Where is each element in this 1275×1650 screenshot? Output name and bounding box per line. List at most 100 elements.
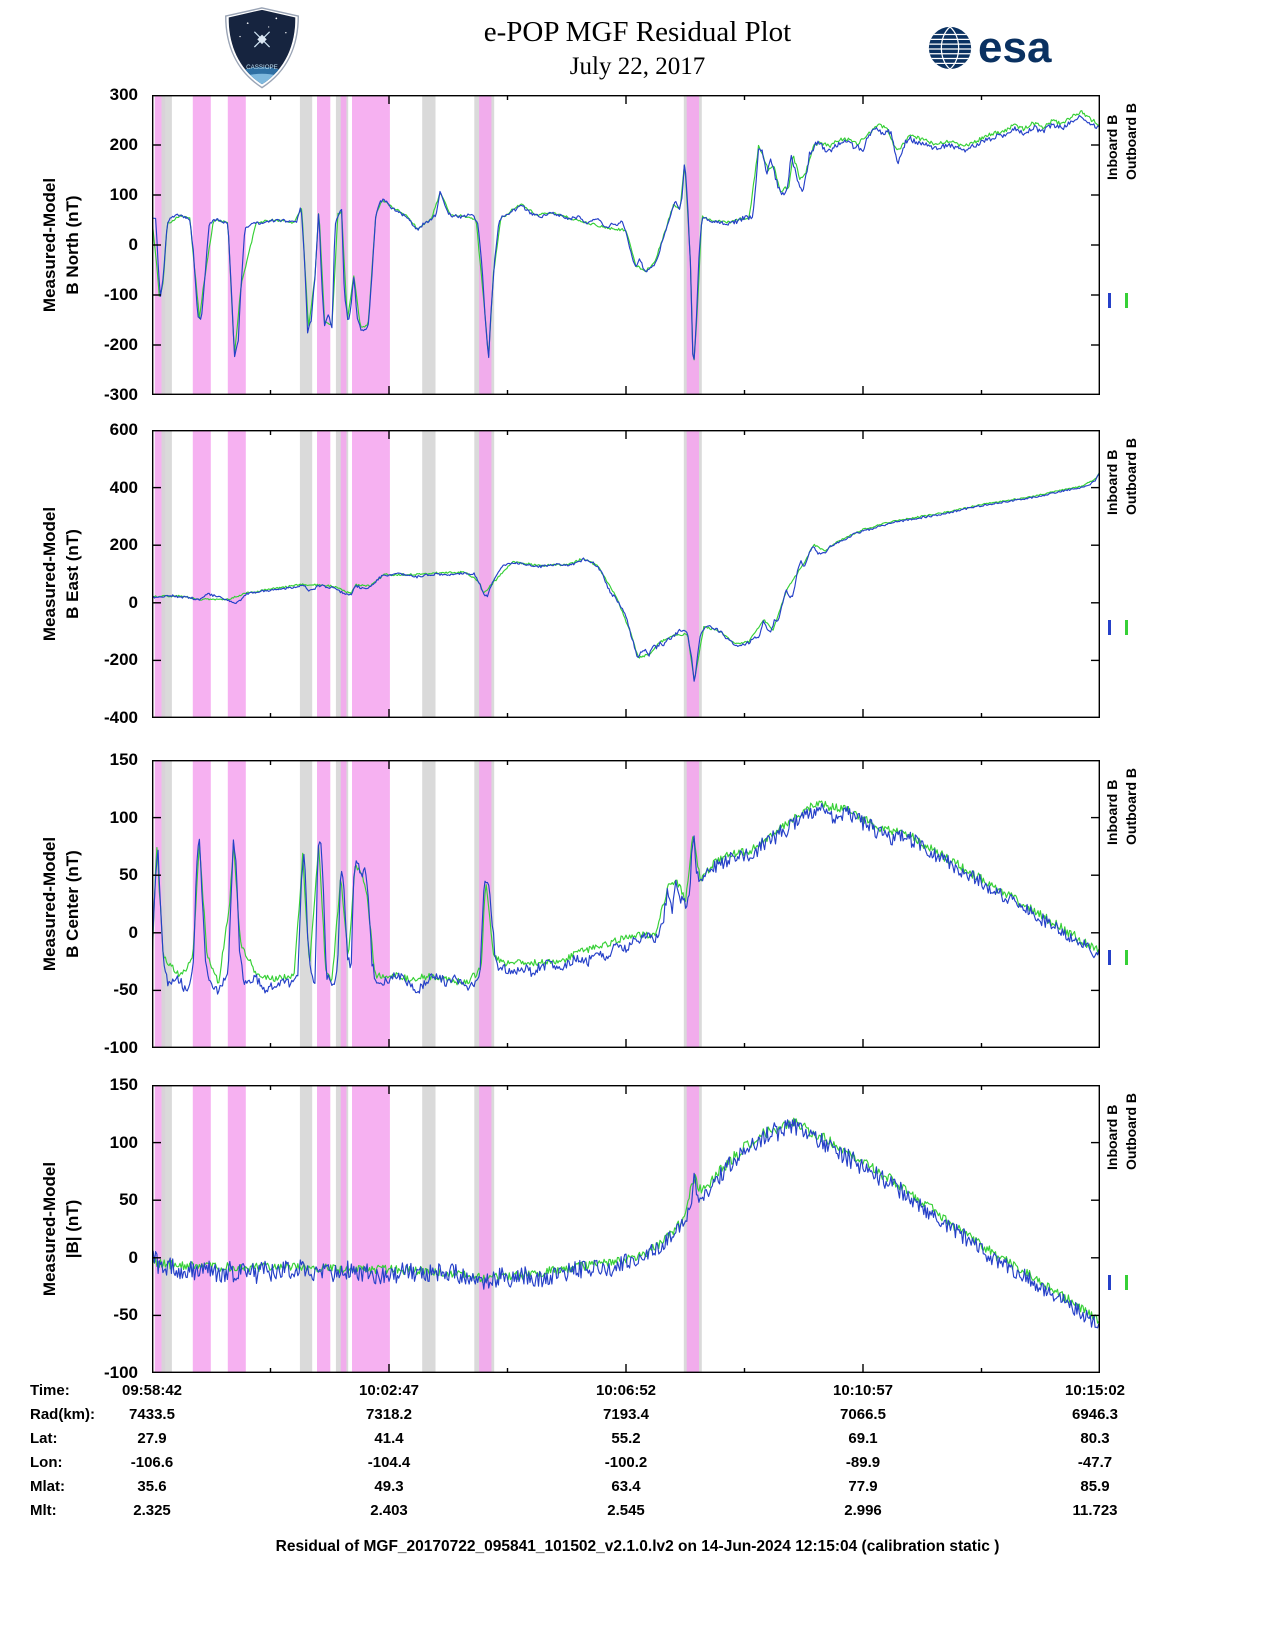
y-tick-label: 50 — [119, 865, 138, 885]
plot-area — [152, 430, 1100, 718]
y-axis-tick-labels: 150 100 50 0 -50 -100 — [86, 1075, 144, 1382]
plot-area — [152, 760, 1100, 1048]
axis-row-label: Lon: — [30, 1454, 63, 1471]
legend: Inboard B Outboard B — [1104, 103, 1139, 180]
axis-row-label: Mlat: — [30, 1478, 65, 1495]
axis-value: 10:02:47 — [358, 1382, 420, 1399]
inboard-series-line — [152, 115, 1100, 360]
plot-svg-b-north — [152, 95, 1100, 395]
plot-area — [152, 1085, 1100, 1373]
outboard-series-line — [152, 1117, 1100, 1324]
y-tick-label: 150 — [109, 750, 138, 769]
axis-table-row: Mlat: 35.6 49.3 63.4 77.9 85.9 — [0, 1478, 1275, 1502]
y-axis-label-line1: Measured-Model — [40, 177, 60, 313]
y-tick-label: 50 — [119, 1190, 138, 1210]
y-axis-label-line2: |B| (nT) — [63, 1199, 82, 1259]
plot-svg-b-magnitude — [152, 1085, 1100, 1373]
axis-value: 6946.3 — [1072, 1406, 1118, 1423]
y-tick-label: -100 — [103, 1363, 138, 1382]
cassiope-patch-icon: CASSIOPE — [225, 7, 299, 89]
legend-marks — [1108, 950, 1132, 966]
legend-marks — [1108, 293, 1132, 309]
axis-value: 85.9 — [1080, 1478, 1110, 1495]
y-tick-label: 0 — [128, 592, 138, 612]
legend-inboard-label: Inboard B — [1104, 449, 1120, 515]
axis-value: -106.6 — [130, 1454, 174, 1471]
axis-value: -47.7 — [1077, 1454, 1113, 1471]
y-tick-label: -100 — [103, 1038, 138, 1057]
page-subtitle: July 22, 2017 — [569, 53, 706, 80]
panel-b-east: Measured-Model B East (nT) 600 400 200 0 -20… — [0, 420, 1275, 727]
axis-value: 2.545 — [607, 1502, 645, 1519]
y-tick-label: 200 — [109, 135, 138, 154]
y-tick-label: -200 — [103, 335, 138, 354]
legend-outboard-label: Outboard B — [1123, 103, 1139, 180]
axis-table-row: Time: 09:58:42 10:02:47 10:06:52 10:10:57 10:… — [0, 1382, 1275, 1406]
outboard-series-line — [152, 110, 1100, 361]
y-tick-label: -200 — [103, 650, 138, 670]
axis-value: 27.9 — [137, 1430, 167, 1447]
y-axis-label: Measured-Model |B| (nT) — [39, 1162, 85, 1296]
esa-logo: esa — [926, 24, 1051, 72]
axis-value: 2.325 — [133, 1502, 171, 1519]
axis-value: 7193.4 — [603, 1406, 649, 1423]
axis-value: 2.403 — [370, 1502, 408, 1519]
y-tick-label: -100 — [103, 285, 138, 304]
y-axis-tick-labels: 150 100 50 0 -50 -100 — [86, 750, 144, 1057]
axis-value: 80.3 — [1080, 1430, 1110, 1447]
axis-value: 11.723 — [1072, 1502, 1118, 1519]
outboard-line-sample — [1125, 1275, 1128, 1290]
axis-value: 41.4 — [374, 1430, 404, 1447]
panel-b-north: Measured-Model B North (nT) 300 200 100 0 -1… — [0, 85, 1275, 404]
legend-marks — [1108, 620, 1132, 636]
legend-outboard-label: Outboard B — [1123, 438, 1139, 515]
inboard-line-sample — [1108, 1275, 1111, 1290]
panel-b-center: Measured-Model B Center (nT) 150 100 50 0 -5… — [0, 750, 1275, 1057]
y-axis-label: Measured-Model B East (nT) — [39, 507, 85, 641]
axis-value: 2.996 — [844, 1502, 882, 1519]
y-tick-label: 150 — [109, 1075, 138, 1094]
legend-outboard-label: Outboard B — [1123, 768, 1139, 845]
outboard-line-sample — [1125, 293, 1128, 308]
axis-table-row: Lat: 27.9 41.4 55.2 69.1 80.3 — [0, 1430, 1275, 1454]
esa-wordmark: esa — [978, 23, 1052, 72]
y-tick-label: 300 — [109, 85, 138, 104]
plot-svg-b-center — [152, 760, 1100, 1048]
y-axis-label-line2: B Center (nT) — [63, 850, 82, 958]
inboard-series-line — [152, 1118, 1100, 1329]
legend: Inboard B Outboard B — [1104, 1093, 1139, 1170]
panel-b-magnitude: Measured-Model |B| (nT) 150 100 50 0 -50 -100… — [0, 1075, 1275, 1382]
y-axis-tick-labels: 300 200 100 0 -100 -200 -300 — [86, 85, 144, 404]
plot-area — [152, 95, 1100, 395]
y-tick-label: 600 — [109, 420, 138, 439]
y-axis-label-line1: Measured-Model — [40, 506, 60, 642]
y-axis-label-line1: Measured-Model — [40, 836, 60, 972]
y-tick-label: 100 — [109, 1132, 138, 1152]
y-tick-label: 100 — [109, 807, 138, 827]
y-axis-tick-labels: 600 400 200 0 -200 -400 — [86, 420, 144, 727]
y-tick-label: -50 — [113, 1305, 138, 1325]
inboard-series-line — [152, 803, 1100, 995]
axis-value: 63.4 — [611, 1478, 641, 1495]
esa-globe-icon — [928, 26, 972, 70]
axis-value: -89.9 — [845, 1454, 881, 1471]
axis-value: -104.4 — [367, 1454, 411, 1471]
axis-row-label: Mlt: — [30, 1502, 57, 1519]
axis-value: 10:10:57 — [832, 1382, 894, 1399]
legend-marks — [1108, 1275, 1132, 1291]
axis-value: 10:06:52 — [595, 1382, 657, 1399]
y-tick-label: 0 — [128, 922, 138, 942]
y-axis-label-line2: B East (nT) — [63, 529, 82, 619]
axis-value: -100.2 — [604, 1454, 648, 1471]
inboard-line-sample — [1108, 950, 1111, 965]
y-tick-label: 200 — [109, 535, 138, 555]
axis-value: 77.9 — [848, 1478, 878, 1495]
axis-value: 7433.5 — [129, 1406, 175, 1423]
legend: Inboard B Outboard B — [1104, 768, 1139, 845]
inboard-line-sample — [1108, 293, 1111, 308]
axis-value: 35.6 — [137, 1478, 167, 1495]
axis-table-row: Rad(km): 7433.5 7318.2 7193.4 7066.5 6946.3 — [0, 1406, 1275, 1430]
legend-outboard-label: Outboard B — [1123, 1093, 1139, 1170]
legend: Inboard B Outboard B — [1104, 438, 1139, 515]
